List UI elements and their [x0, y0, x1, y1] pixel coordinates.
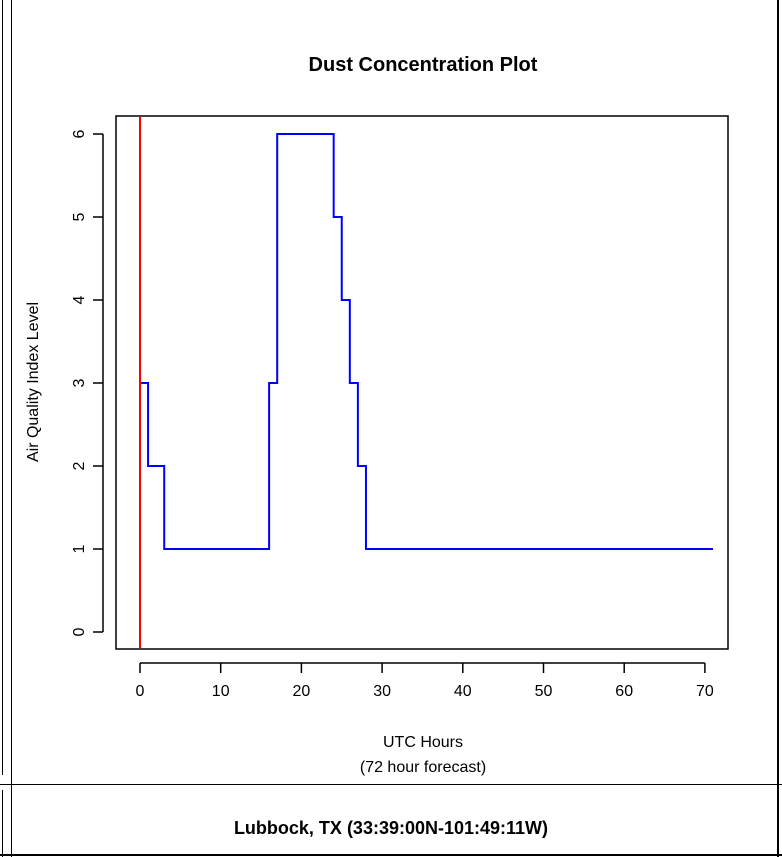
x-tick-label: 0 — [136, 683, 145, 700]
x-tick-label: 40 — [454, 683, 472, 700]
y-axis-label: Air Quality Index Level — [25, 302, 42, 462]
section-divider — [0, 784, 782, 785]
x-tick-label: 70 — [696, 683, 714, 700]
aqi-step-line — [140, 133, 713, 550]
inner-border-line — [11, 0, 12, 857]
y-tick-label: 2 — [71, 461, 88, 470]
x-axis-label: UTC Hours — [383, 734, 463, 751]
y-tick-label: 5 — [71, 212, 88, 221]
y-tick-label: 1 — [71, 544, 88, 553]
y-tick-label: 6 — [71, 129, 88, 138]
x-tick-label: 20 — [293, 683, 311, 700]
y-tick-label: 3 — [71, 378, 88, 387]
right-border — [777, 0, 779, 857]
x-axis-sublabel: (72 hour forecast) — [360, 759, 486, 776]
x-axis: 0 10 20 30 40 50 60 70 — [136, 662, 714, 700]
x-tick-label: 10 — [212, 683, 230, 700]
dust-concentration-chart: Dust Concentration Plot 0 10 20 30 40 50 60 70 … — [25, 54, 729, 776]
x-tick-label: 60 — [615, 683, 633, 700]
y-axis: 0 1 2 3 4 5 6 — [71, 129, 104, 636]
location-caption: Lubbock, TX (33:39:00N-101:49:11W) — [233, 818, 549, 838]
left-margin — [0, 0, 6, 857]
left-border-line — [2, 0, 3, 775]
y-tick-label: 4 — [71, 295, 88, 304]
x-tick-label: 30 — [373, 683, 391, 700]
x-tick-label: 50 — [535, 683, 553, 700]
chart-title: Dust Concentration Plot — [309, 54, 538, 76]
bottom-border — [0, 854, 782, 856]
lower-left-border-line — [2, 790, 3, 857]
y-tick-label: 0 — [71, 627, 88, 636]
plot-marks — [139, 117, 713, 648]
plot-frame — [115, 115, 729, 650]
